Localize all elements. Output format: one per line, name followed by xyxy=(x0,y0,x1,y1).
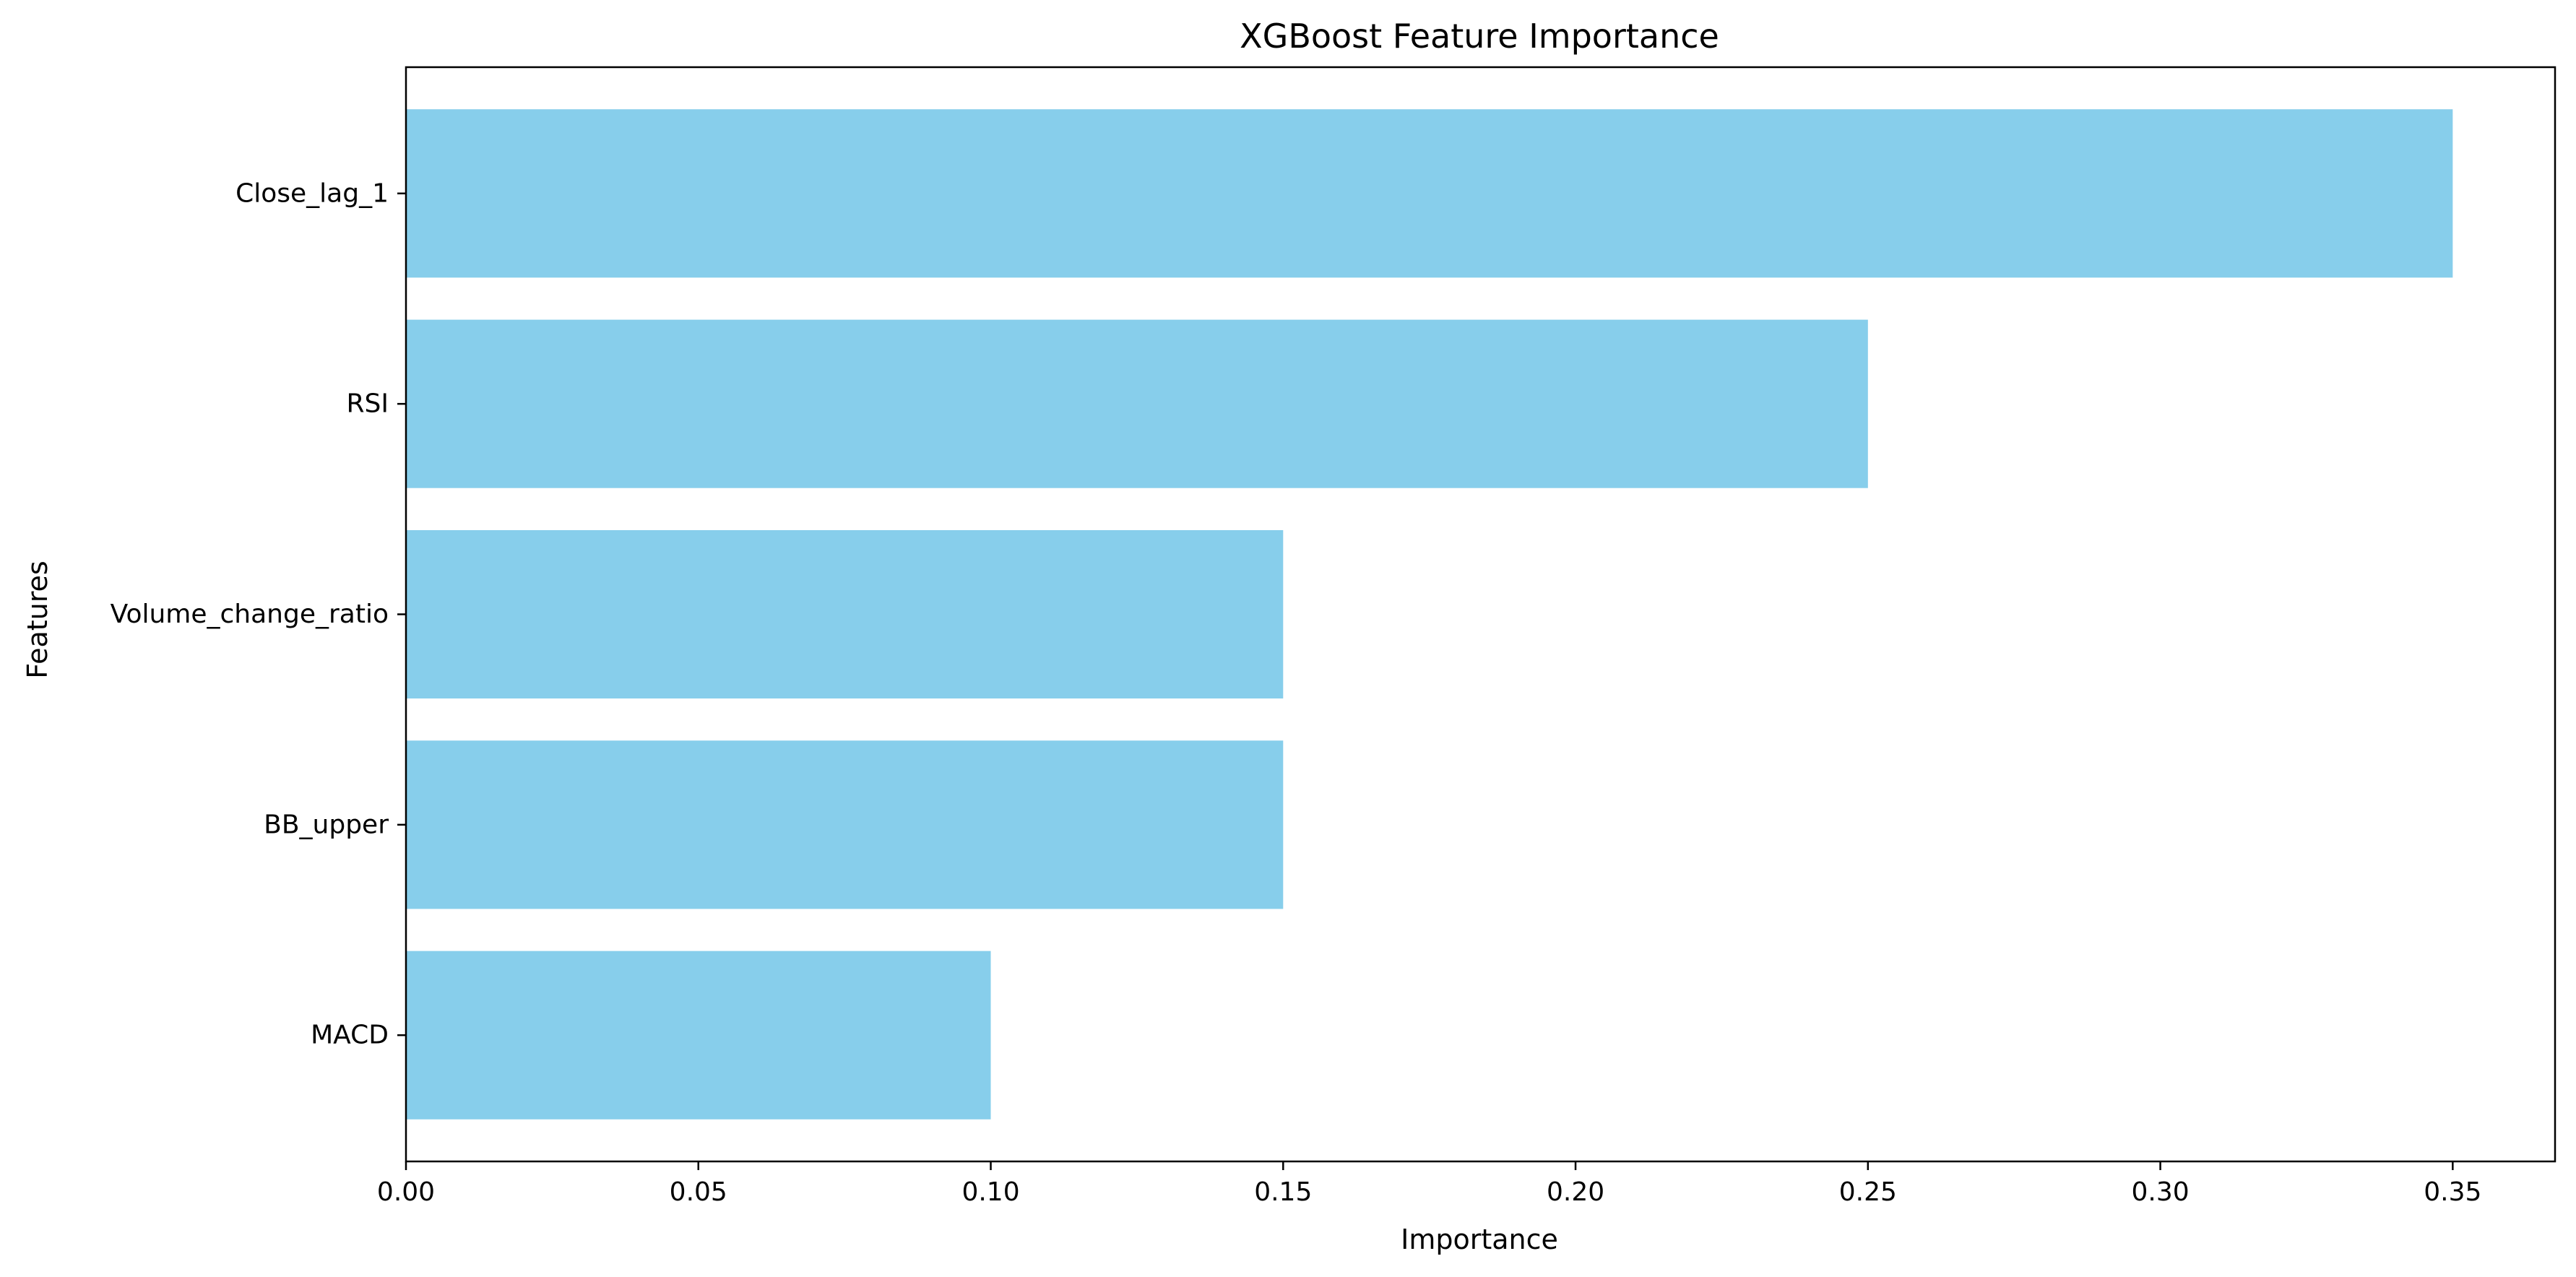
x-tick-label: 0.25 xyxy=(1839,1177,1897,1207)
y-tick-label: RSI xyxy=(347,389,389,419)
chart-title: XGBoost Feature Importance xyxy=(1240,17,1719,56)
bar-rsi xyxy=(406,319,1868,488)
y-tick-label: Volume_change_ratio xyxy=(111,599,389,629)
x-tick-label: 0.05 xyxy=(670,1177,727,1207)
x-tick-label: 0.35 xyxy=(2424,1177,2481,1207)
x-tick-label: 0.30 xyxy=(2131,1177,2189,1207)
y-axis-label: Features xyxy=(22,560,53,678)
y-tick-label: Close_lag_1 xyxy=(235,178,389,208)
y-tick-label: BB_upper xyxy=(264,810,389,839)
bar-macd xyxy=(406,951,991,1120)
x-tick-label: 0.20 xyxy=(1547,1177,1604,1207)
y-tick-label: MACD xyxy=(311,1021,389,1050)
bar-volume-change-ratio xyxy=(406,529,1284,699)
y-ticks-group: Close_lag_1 RSI Volume_change_ratio BB_uppe… xyxy=(111,178,406,1050)
plot-frame xyxy=(405,66,2556,1163)
x-tick-label: 0.15 xyxy=(1254,1177,1312,1207)
x-tick-label: 0.00 xyxy=(377,1177,435,1207)
bar-bb-upper xyxy=(406,740,1284,909)
x-tick-label: 0.10 xyxy=(961,1177,1019,1207)
bar-close-lag-1 xyxy=(406,109,2453,278)
x-ticks-group: 0.00 0.05 0.10 0.15 0.20 0.25 0.30 0.35 xyxy=(377,1161,2481,1207)
x-axis-label: Importance xyxy=(1401,1224,1558,1255)
bars-group xyxy=(406,109,2453,1120)
